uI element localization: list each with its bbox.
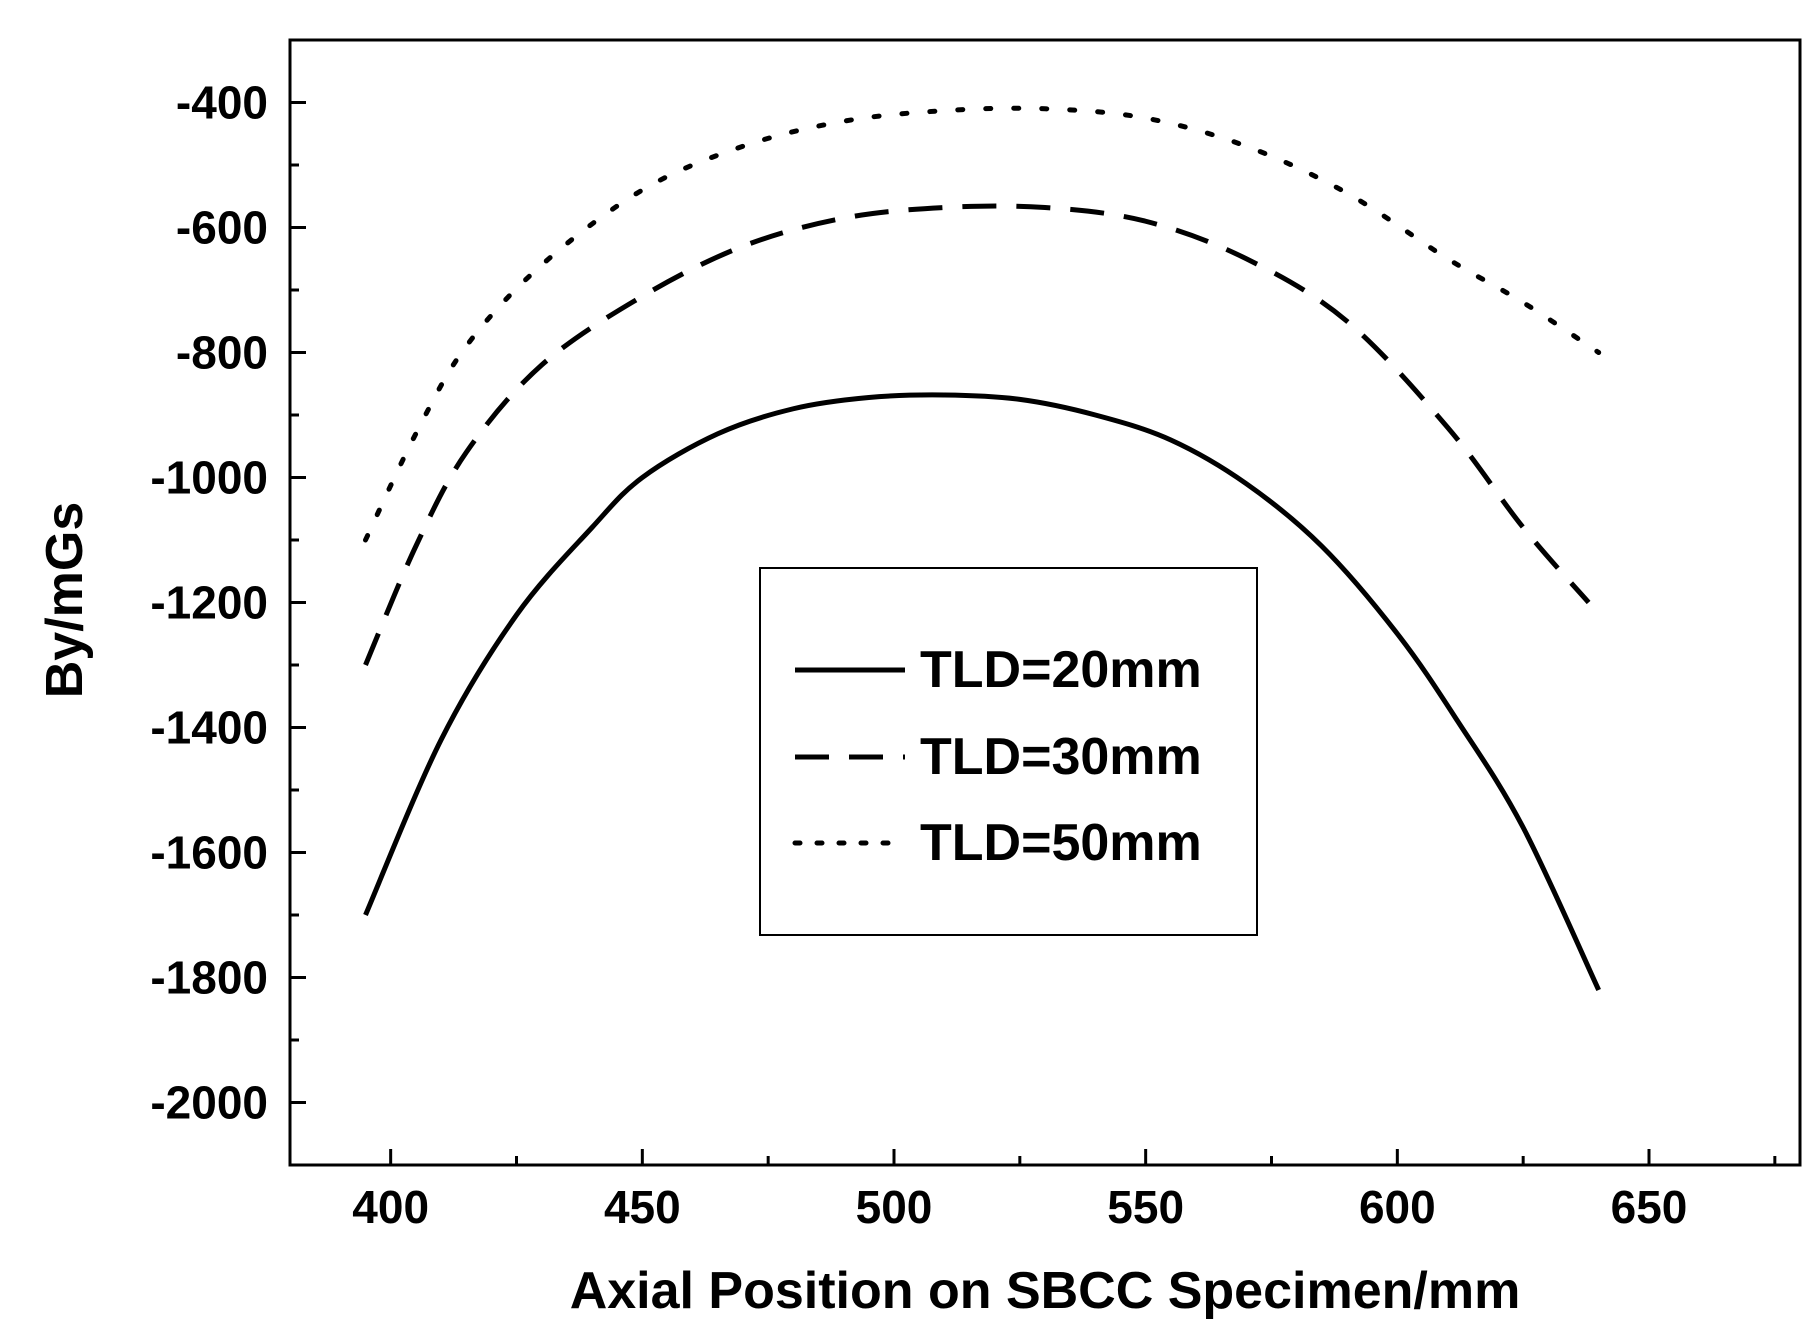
y-tick-label: -400 [176, 77, 268, 129]
y-tick-label: -1000 [150, 452, 268, 504]
legend: TLD=20mm TLD=30mm TLD=50mm [759, 567, 1258, 936]
legend-label-tld20: TLD=20mm [920, 641, 1202, 699]
x-axis: 400 450 500 550 600 650 [352, 1149, 1777, 1233]
y-tick-label: -600 [176, 202, 268, 254]
y-axis: -400 -600 -800 -1000 -1200 -1400 -1600 -1800 -20… [150, 38, 306, 1167]
legend-label-tld30: TLD=30mm [920, 728, 1202, 786]
x-tick-label: 450 [604, 1181, 681, 1233]
legend-box [759, 567, 1258, 936]
x-tick-label: 600 [1359, 1181, 1436, 1233]
x-tick-label: 550 [1107, 1181, 1184, 1233]
y-tick-label: -1200 [150, 577, 268, 629]
series-line-2 [363, 203, 1591, 666]
x-tick-label: 400 [352, 1181, 429, 1233]
x-tick-label: 650 [1611, 1181, 1688, 1233]
y-tick-label: -800 [176, 327, 268, 379]
series-line-1 [363, 392, 1601, 992]
legend-label-tld50: TLD=50mm [920, 814, 1202, 872]
series-layer [363, 105, 1602, 992]
x-axis-title: Axial Position on SBCC Specimen/mm [570, 1262, 1521, 1320]
y-tick-label: -1800 [150, 952, 268, 1004]
y-axis-title: By/mGs [36, 502, 94, 699]
y-tick-label: -1600 [150, 827, 268, 879]
series-line-3 [363, 105, 1602, 543]
x-tick-label: 500 [856, 1181, 933, 1233]
y-tick-label: -1400 [150, 702, 268, 754]
y-tick-label: -2000 [150, 1077, 268, 1129]
